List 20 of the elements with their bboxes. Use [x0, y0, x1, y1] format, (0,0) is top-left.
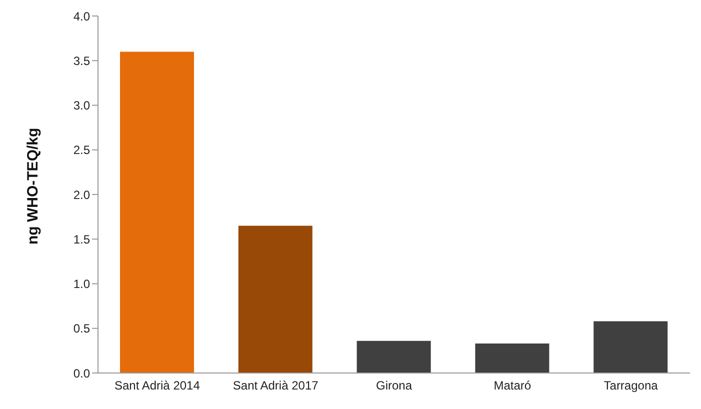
y-tick-label: 1.5: [73, 232, 90, 246]
y-tick-label: 0.0: [73, 366, 90, 380]
y-tick-label: 2.0: [73, 188, 90, 202]
y-tick-label: 3.0: [73, 98, 90, 113]
y-tick-label: 0.5: [73, 322, 90, 336]
y-tick-label: 4.0: [73, 9, 90, 24]
y-axis-title: ng WHO-TEQ/kg: [24, 128, 42, 244]
y-tick-label: 2.5: [73, 143, 90, 158]
bar: [238, 226, 312, 373]
bar: [356, 340, 431, 373]
bar: [120, 52, 194, 373]
x-tick-label: Girona: [376, 378, 412, 393]
x-tick-label: Sant Adrià 2014: [114, 378, 200, 393]
bar: [475, 344, 550, 373]
x-tick-label: Sant Adrià 2017: [232, 378, 319, 393]
y-tick-label: 1.0: [73, 277, 90, 292]
y-tick-label: 3.5: [73, 54, 90, 68]
bar: [594, 321, 668, 373]
x-tick-label: Mataró: [494, 378, 532, 393]
x-tick-label: Tarragona: [604, 378, 658, 393]
